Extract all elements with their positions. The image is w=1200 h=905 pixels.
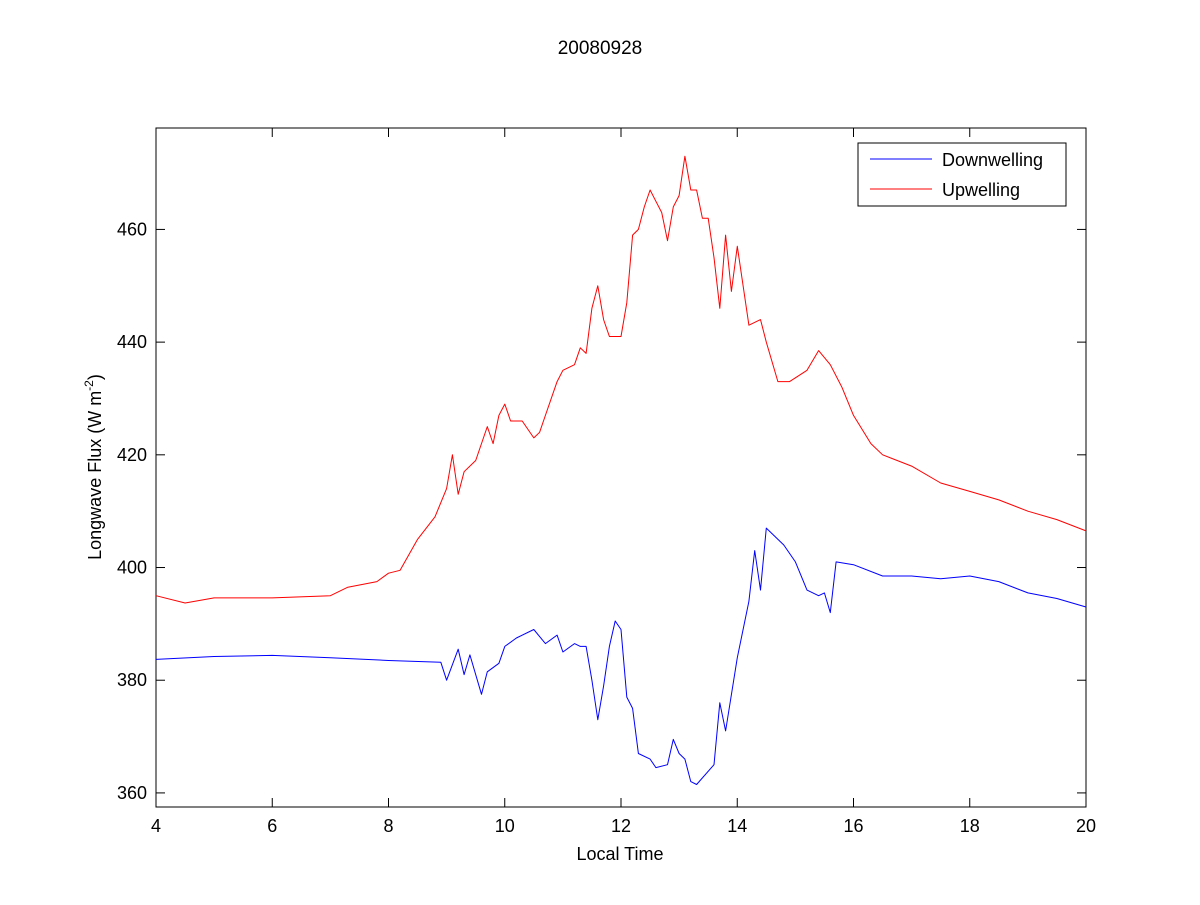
legend-label-upwelling: Upwelling [942, 180, 1020, 200]
x-axis-label: Local Time [576, 844, 663, 864]
y-axis-label: Longwave Flux (W m-2) [82, 374, 105, 560]
y-tick-label: 380 [117, 670, 147, 690]
x-tick-label: 16 [843, 816, 863, 836]
y-axis-label-main: Longwave Flux (W m [85, 391, 105, 560]
y-tick-label: 400 [117, 558, 147, 578]
chart-title: 20080928 [558, 38, 643, 59]
x-tick-label: 14 [727, 816, 747, 836]
x-tick-label: 18 [960, 816, 980, 836]
y-tick-label: 420 [117, 445, 147, 465]
plot-area [155, 127, 1087, 808]
series-lines [155, 155, 1087, 785]
legend-label-downwelling: Downwelling [942, 150, 1043, 170]
legend-box [857, 142, 1067, 207]
series-line-downwelling [155, 527, 1087, 785]
x-tick-label: 12 [611, 816, 631, 836]
series-line-upwelling [155, 155, 1087, 604]
x-tick-label: 20 [1076, 816, 1096, 836]
x-tick-label: 6 [267, 816, 277, 836]
y-axis-label-sup: -2 [82, 380, 96, 391]
x-tick-label: 10 [495, 816, 515, 836]
y-tick-label: 360 [117, 783, 147, 803]
axis-ticks: 4 6 8 10 12 14 16 18 20 360 380 400 420 440 460 [117, 128, 1096, 836]
y-tick-label: 440 [117, 332, 147, 352]
x-tick-label: 8 [383, 816, 393, 836]
y-tick-label: 460 [117, 219, 147, 239]
legend: Downwelling Upwelling [857, 142, 1067, 207]
y-axis-label-close: ) [85, 374, 105, 380]
x-tick-label: 4 [151, 816, 161, 836]
